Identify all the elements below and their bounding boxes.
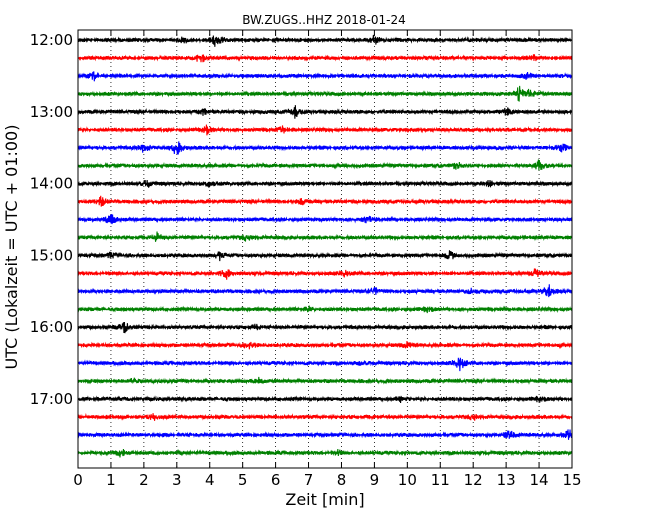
seismic-trace xyxy=(77,340,573,350)
seismic-trace xyxy=(77,179,573,188)
x-tick-label: 12 xyxy=(464,471,483,489)
x-tick-label: 15 xyxy=(562,471,581,489)
seismic-trace xyxy=(77,105,573,119)
plot-frame xyxy=(77,29,573,469)
seismic-trace xyxy=(77,195,573,207)
seismic-trace xyxy=(77,71,573,82)
x-tick-label: 9 xyxy=(370,471,380,489)
x-tick-label: 1 xyxy=(106,471,116,489)
y-tick-label: 15:00 xyxy=(30,246,73,264)
x-tick-label: 6 xyxy=(271,471,281,489)
seismic-trace xyxy=(77,141,573,155)
x-tick-label: 11 xyxy=(431,471,450,489)
seismic-trace xyxy=(77,268,573,280)
x-axis-label: Zeit [min] xyxy=(285,490,364,509)
x-tick-label: 0 xyxy=(73,471,83,489)
y-tick-label: 13:00 xyxy=(30,103,73,121)
chart-title: BW.ZUGS..HHZ 2018-01-24 xyxy=(242,13,405,27)
x-axis-ticks: 0 1 2 3 4 5 6 7 8 9 10 11 12 13 14 15 xyxy=(73,30,582,489)
trace-group xyxy=(77,34,573,458)
seismic-trace xyxy=(77,85,573,102)
seismic-trace xyxy=(77,214,573,225)
seismic-trace xyxy=(77,448,573,458)
seismic-trace xyxy=(77,357,573,372)
seismic-trace xyxy=(77,284,573,298)
seismic-trace xyxy=(77,54,573,63)
y-axis-ticks: 12:00 13:00 14:00 15:00 16:00 17:00 xyxy=(30,31,572,408)
seismic-trace xyxy=(77,321,573,334)
seismic-trace xyxy=(77,250,573,262)
seismic-trace xyxy=(77,231,573,242)
y-tick-label: 14:00 xyxy=(30,175,73,193)
x-tick-label: 5 xyxy=(238,471,248,489)
seismic-trace xyxy=(77,376,573,385)
x-tick-label: 4 xyxy=(205,471,215,489)
seismic-trace xyxy=(77,412,573,421)
seismic-trace xyxy=(77,159,573,171)
y-tick-label: 16:00 xyxy=(30,318,73,336)
x-tick-label: 10 xyxy=(398,471,417,489)
y-tick-label: 17:00 xyxy=(30,390,73,408)
seismic-trace xyxy=(77,429,573,440)
x-tick-label: 14 xyxy=(530,471,549,489)
seismic-trace xyxy=(77,34,573,47)
x-tick-label: 7 xyxy=(304,471,314,489)
seismic-trace xyxy=(77,305,573,314)
y-tick-label: 12:00 xyxy=(30,31,73,49)
x-tick-label: 8 xyxy=(337,471,347,489)
x-tick-label: 13 xyxy=(497,471,516,489)
x-tick-label: 2 xyxy=(139,471,149,489)
y-axis-label: UTC (Lokalzeit = UTC + 01:00) xyxy=(2,125,21,370)
seismic-trace xyxy=(77,124,573,136)
x-tick-label: 3 xyxy=(172,471,182,489)
grid-lines xyxy=(110,30,540,468)
seismic-trace xyxy=(77,395,573,403)
